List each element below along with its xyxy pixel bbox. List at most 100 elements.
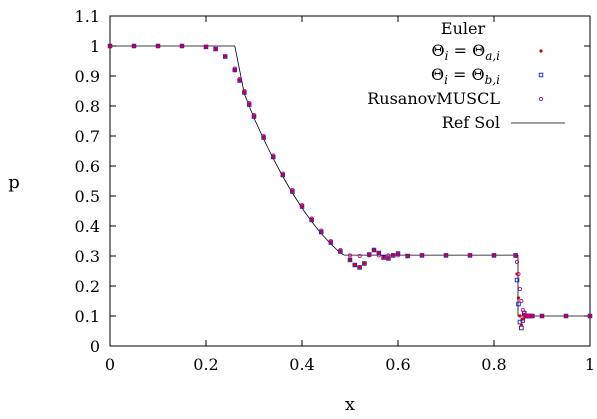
series-theta-b-point [514,277,520,283]
y-tick-label: 0.5 [75,187,100,206]
y-axis-title: p [8,172,20,193]
series-rusanov-point [309,216,314,221]
x-tick-label: 0.2 [193,355,218,374]
series-theta-a-point [564,314,568,318]
series-rusanov-point [564,313,569,318]
series-rusanov-point [517,286,522,291]
plot-frame [109,15,591,347]
series-theta-a-point [223,54,227,59]
series-theta-a-point [348,258,352,262]
series-theta-b-point [376,250,382,256]
series-rusanov-point [523,313,528,318]
legend: Euler Θi = Θa,i Θi = Θb,i RusanovMUSCL R… [367,19,565,132]
series-theta-a-point [108,44,112,48]
series-rusanov-point [290,187,295,192]
series-rusanov-point [386,253,391,258]
legend-key-rusanov [539,97,544,102]
series-theta-a-point [540,314,544,318]
series-theta-b-point [251,114,257,119]
series-rusanov-point [515,259,520,264]
series-theta-a-point [382,255,386,260]
y-tick-label: 1 [90,37,100,56]
series-theta-a-point [518,314,522,318]
series-rusanov-point [419,253,424,258]
series-rusanov-point [247,101,252,106]
x-tick-label: 0.4 [289,355,314,374]
series-theta-b-point [246,102,252,107]
series-rusanov-point [519,298,524,303]
series-rusanov-point [516,271,521,276]
series-theta-a-point [180,44,184,48]
series-rusanov-point [319,228,324,233]
series-theta-b-point [352,262,358,268]
series-theta-b-point [237,78,242,83]
series-rusanov-point [328,238,333,243]
series-rusanov-point [528,313,533,318]
x-tick-label: 0 [105,355,115,374]
series-theta-b-point [328,240,334,245]
series-theta-a-point [214,47,218,51]
series-rusanov-point [213,47,218,52]
series-theta-b-point [366,252,372,257]
y-tick-label: 0 [90,337,100,356]
series-rusanov-point [237,77,242,82]
y-tick-label: 1.1 [75,7,100,26]
series-theta-b-point [405,253,410,259]
series-theta-b-point [338,249,343,254]
series-theta-a-point [362,261,366,266]
series-rusanov-point [179,44,184,49]
series-rusanov-point [530,313,535,318]
series-theta-b-point [362,261,367,266]
series-rusanov-point [131,44,136,49]
series-theta-b-point [371,247,377,253]
series-theta-b-point [381,255,386,260]
y-tick-label: 0.3 [75,247,100,266]
series-rusanov-point [395,253,400,258]
series-rusanov-point [223,54,228,59]
series-theta-b-point [516,301,521,307]
series-rusanov-point [376,253,381,258]
legend-key-theta-b [538,72,544,78]
series-rusanov-point [520,307,525,312]
series-rusanov-point [467,253,472,258]
series-rusanov-point [367,253,372,258]
axis-ticks: 0 0.2 0.4 0.6 0.8 1 0 0.1 0.2 0.3 0.4 0.5 0.6 0.7 0.8 0… [75,7,596,374]
series-theta-a-point [358,265,362,269]
series-rusanov-point [522,310,527,315]
series-rusanov-point [491,253,496,258]
series-theta-a-point [372,248,376,252]
series-theta-a-point [156,44,160,48]
series-theta-b-point [390,253,396,258]
y-tick-label: 0.8 [75,97,100,116]
y-tick-label: 0.7 [75,127,100,146]
series-rusanov-point [232,66,237,71]
data-markers-layer [107,43,593,331]
series-theta-a-point [516,296,521,300]
series-rusanov-point [347,253,352,258]
series-theta-b-point [270,154,276,160]
legend-label-ref-sol: Ref Sol [442,113,500,132]
x-tick-label: 0.8 [481,355,506,374]
series-theta-a-point [468,253,472,257]
series-theta-b-point [232,67,238,73]
series-theta-a-point [386,256,390,260]
y-tick-label: 0.1 [75,307,100,326]
series-theta-a-point [519,323,523,327]
series-rusanov-point [443,253,448,258]
series-rusanov-point [203,44,208,49]
series-theta-a-point [353,263,357,267]
legend-key-theta-a [539,49,543,53]
x-axis-title: x [345,394,355,415]
series-theta-b-point [309,217,314,223]
y-tick-label: 0.4 [75,217,100,236]
series-rusanov-point [513,253,518,258]
series-theta-a-point [588,314,592,318]
series-rusanov-point [357,253,362,258]
series-theta-a-point [521,317,525,321]
legend-label-theta-b: Θi = Θb,i [431,65,500,87]
series-theta-a-point [391,253,395,257]
series-rusanov-point [588,313,593,318]
series-theta-a-point [204,45,208,49]
legend-keys [511,49,565,124]
